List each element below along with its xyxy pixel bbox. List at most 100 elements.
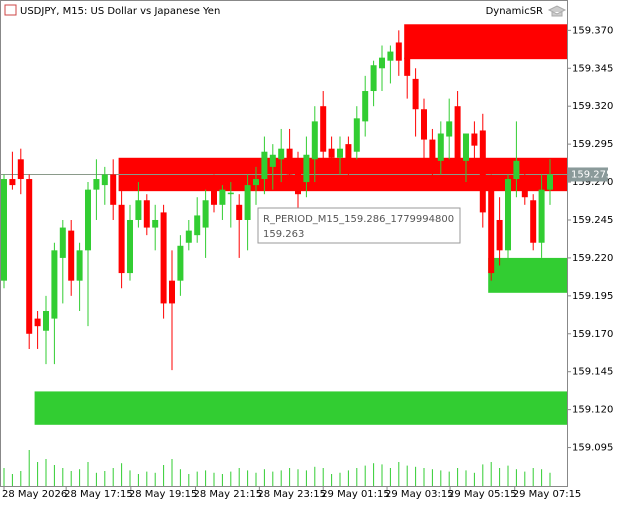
x-tick-label: 29 May 01:15 <box>321 489 390 500</box>
chart-title: USDJPY, M15: US Dollar vs Japanese Yen <box>20 6 220 17</box>
candle-body <box>479 130 486 213</box>
y-tick-label: 159.345 <box>572 63 613 74</box>
candle-body <box>337 148 343 158</box>
candle-body <box>236 204 243 220</box>
x-tick-label: 29 May 05:15 <box>448 489 517 500</box>
candle-body <box>253 179 259 186</box>
candle-body <box>496 219 503 251</box>
candle-body <box>311 121 318 160</box>
candle-body <box>353 118 360 152</box>
candle-body <box>152 219 159 228</box>
candle-body <box>101 174 108 186</box>
x-tick-label: 28 May 21:15 <box>194 489 263 500</box>
y-tick-label: 159.370 <box>572 25 613 36</box>
candle-body <box>261 151 268 180</box>
candle-body <box>421 109 427 140</box>
candle-body <box>379 57 385 69</box>
candle-body <box>437 133 444 161</box>
candle-body <box>471 133 478 146</box>
candle-body <box>59 227 66 258</box>
sr-zone <box>488 257 567 293</box>
y-tick-label: 159.170 <box>572 329 613 340</box>
sr-zone <box>404 24 567 60</box>
candle-body <box>244 185 251 220</box>
candle-body <box>446 121 453 137</box>
x-tick-label: 29 May 07:15 <box>513 489 582 500</box>
candle-body <box>9 179 16 186</box>
candle-body <box>513 160 520 180</box>
candle-body <box>68 230 75 281</box>
candle-body <box>227 192 234 195</box>
y-tick-label: 159.195 <box>572 291 613 302</box>
plot-frame <box>0 0 568 487</box>
indicator-icon <box>547 5 567 17</box>
candle-body <box>370 65 377 92</box>
candle-body <box>387 51 394 61</box>
candle-body <box>505 179 511 251</box>
y-tick-label: 159.120 <box>572 405 613 416</box>
candle-body <box>118 204 125 274</box>
candle-body <box>219 189 226 205</box>
candle-body <box>521 182 528 198</box>
candle-body <box>412 78 419 110</box>
y-tick-label: 159.295 <box>572 139 613 150</box>
candle-body <box>194 215 201 236</box>
candle-body <box>429 139 436 161</box>
candle-body <box>463 133 469 161</box>
symbol-icon <box>4 4 17 16</box>
x-tick-label: 28 May 23:15 <box>257 489 326 500</box>
price-label-box <box>568 167 608 182</box>
candle-body <box>17 159 24 180</box>
candle-body <box>404 57 411 76</box>
candle-body <box>202 200 209 228</box>
y-tick-label: 159.270 <box>572 177 613 188</box>
candle-body <box>43 311 49 331</box>
x-tick-label: 29 May 03:15 <box>385 489 454 500</box>
candle-body <box>93 179 100 190</box>
x-tick-label: 28 May 17:15 <box>64 489 133 500</box>
candle-body <box>177 245 184 281</box>
x-tick-label: 28 May 2026 <box>2 489 67 500</box>
y-tick-label: 159.095 <box>572 443 613 454</box>
candle-body <box>127 219 133 274</box>
candle-body <box>135 200 142 220</box>
indicator-name: DynamicSR <box>486 6 543 17</box>
candle-body <box>538 189 545 243</box>
candle-body <box>85 189 91 251</box>
candle-body <box>160 212 167 304</box>
candle-body <box>51 250 58 319</box>
candle-body <box>143 200 150 228</box>
candle-body <box>295 159 301 195</box>
candle-body <box>488 182 495 274</box>
candle-body <box>110 174 117 205</box>
candle-body <box>278 148 285 160</box>
candle-body <box>76 250 83 281</box>
candle-body <box>185 230 192 243</box>
candle-body <box>328 148 335 158</box>
y-tick-label: 159.245 <box>572 215 613 226</box>
x-tick-label: 28 May 19:15 <box>129 489 198 500</box>
candle-body <box>530 200 537 243</box>
price-label: 159.275 <box>571 169 612 180</box>
candle-body <box>1 179 7 281</box>
y-tick-label: 159.320 <box>572 101 613 112</box>
candle-body <box>26 179 33 334</box>
candle-body <box>320 106 327 152</box>
candle-body <box>34 318 41 327</box>
tooltip-name: R_PERIOD_M15_159.286_1779994800 <box>263 214 454 225</box>
tooltip-price: 159.263 <box>263 229 304 240</box>
candle-body <box>286 148 293 175</box>
candle-body <box>547 174 553 190</box>
candle-body <box>303 154 310 183</box>
candle-body <box>395 42 402 61</box>
candle-body <box>345 144 352 164</box>
candle-body <box>454 106 461 161</box>
candle-body <box>362 91 369 122</box>
candle-body <box>169 280 175 304</box>
candle-body <box>211 189 217 205</box>
sr-zone <box>34 391 568 425</box>
candle-body <box>269 154 276 167</box>
tooltip-box <box>257 207 461 244</box>
